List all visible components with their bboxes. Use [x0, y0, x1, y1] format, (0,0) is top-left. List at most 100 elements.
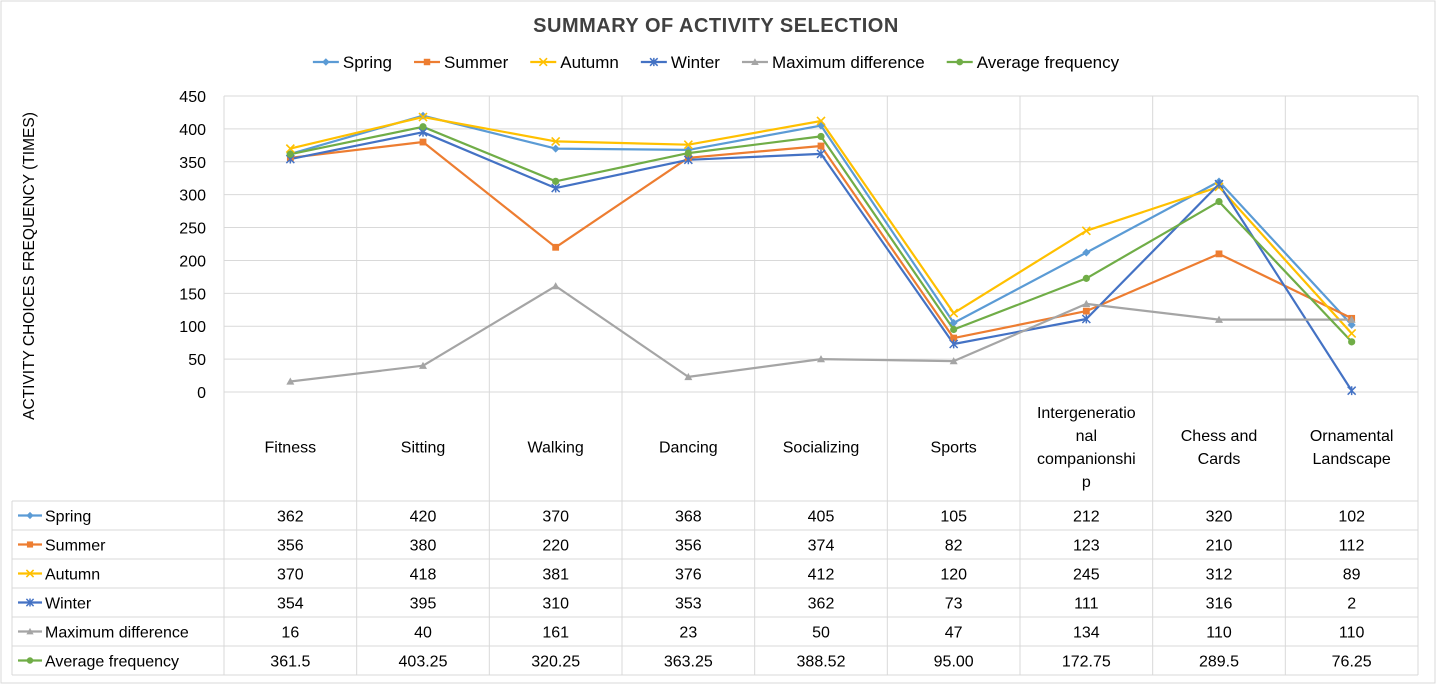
data-point-maximum-difference	[419, 361, 427, 369]
data-point-autumn	[1081, 226, 1091, 236]
data-point-average-frequency	[684, 149, 692, 157]
data-point-average-frequency	[419, 123, 427, 131]
data-point-autumn	[816, 116, 826, 126]
table-value-maximum-difference: 40	[414, 625, 432, 642]
data-point-winter	[816, 149, 826, 159]
category-label: Dancing	[659, 440, 718, 457]
table-value-autumn: 89	[1343, 567, 1361, 584]
data-point-maximum-difference	[684, 372, 693, 381]
table-key-marker-spring	[26, 511, 34, 520]
table-value-autumn: 245	[1073, 567, 1100, 584]
data-point-winter	[683, 155, 693, 165]
table-value-maximum-difference: 23	[679, 625, 697, 642]
category-label: Landscape	[1313, 451, 1391, 468]
table-value-average-frequency: 363.25	[664, 654, 713, 671]
legend-label-average-frequency: Average frequency	[977, 53, 1120, 72]
legend-key-marker-summer	[423, 58, 431, 66]
legend-label-spring: Spring	[343, 53, 392, 72]
data-point-spring	[1082, 248, 1091, 257]
table-value-summer: 356	[675, 538, 702, 555]
table-value-winter: 2	[1347, 596, 1356, 613]
table-value-autumn: 381	[542, 567, 569, 584]
legend: Spring Summer Autumn Winter Maximum differen…	[312, 53, 1120, 72]
legend-label-autumn: Autumn	[560, 53, 619, 72]
data-point-winter	[949, 339, 959, 349]
data-point-winter	[1347, 386, 1357, 396]
data-point-autumn	[1347, 328, 1357, 339]
data-point-maximum-difference	[1347, 315, 1356, 323]
data-point-summer	[419, 138, 427, 146]
legend-item-autumn: Autumn	[530, 53, 619, 72]
data-point-average-frequency	[1348, 338, 1356, 346]
table-value-average-frequency: 403.25	[399, 654, 448, 671]
category-label: Fitness	[265, 440, 317, 457]
data-point-average-frequency	[950, 325, 958, 334]
table-value-winter: 362	[808, 596, 835, 613]
data-point-spring	[419, 111, 427, 120]
y-tick-label: 350	[179, 155, 206, 172]
table-value-spring: 362	[277, 509, 304, 526]
legend-item-maximum-difference: Maximum difference	[741, 53, 925, 72]
table-value-autumn: 370	[277, 567, 304, 584]
legend-key-marker-autumn	[538, 57, 548, 67]
legend-key-marker-maximum-difference	[751, 58, 759, 66]
legend-key-marker-spring	[322, 58, 330, 66]
table-key-marker-summer	[26, 541, 34, 548]
table-value-winter: 310	[542, 596, 569, 613]
data-point-winter	[551, 183, 561, 193]
y-tick-label: 100	[179, 319, 206, 336]
table-value-average-frequency: 76.25	[1332, 654, 1372, 671]
y-tick-label: 0	[197, 385, 206, 402]
y-tick-label: 50	[188, 352, 206, 369]
y-tick-label: 300	[179, 188, 206, 205]
legend-label-maximum-difference: Maximum difference	[772, 53, 925, 72]
table-value-maximum-difference: 161	[542, 625, 569, 642]
y-tick-label: 400	[179, 122, 206, 139]
table-value-spring: 368	[675, 509, 702, 526]
table-value-spring: 102	[1338, 509, 1365, 526]
data-point-spring	[551, 144, 560, 153]
data-point-autumn	[285, 144, 295, 154]
data-point-maximum-difference	[949, 357, 958, 365]
category-label: Sitting	[401, 440, 445, 457]
table-value-spring: 420	[410, 509, 437, 526]
table-value-maximum-difference: 16	[281, 625, 299, 642]
table-value-summer: 82	[945, 538, 963, 555]
table-value-spring: 320	[1206, 509, 1233, 526]
data-point-average-frequency	[1215, 197, 1223, 206]
data-point-spring	[1347, 320, 1356, 329]
y-tick-label: 150	[179, 286, 206, 303]
table-value-winter: 354	[277, 596, 304, 613]
y-axis-ticks: 0 50 100 150 200 250 300 350 400 450	[179, 89, 206, 402]
data-point-autumn	[551, 136, 561, 146]
table-value-autumn: 418	[410, 567, 437, 584]
table-value-maximum-difference: 47	[945, 625, 963, 642]
table-series-name-average-frequency: Average frequency	[45, 654, 179, 671]
category-label: p	[1082, 474, 1091, 491]
table-value-average-frequency: 320.25	[531, 654, 580, 671]
table-value-winter: 353	[675, 596, 702, 613]
table-value-summer: 374	[808, 538, 835, 555]
table-value-average-frequency: 95.00	[934, 654, 974, 671]
category-labels: Fitness Sitting Walking Dancing Socializing S…	[265, 405, 1394, 491]
category-label: Sports	[931, 440, 977, 457]
legend-label-summer: Summer	[444, 53, 509, 72]
y-tick-label: 250	[179, 221, 206, 238]
legend-item-summer: Summer	[414, 53, 509, 72]
table-value-average-frequency: 388.52	[797, 654, 846, 671]
data-point-summer	[1082, 307, 1090, 315]
data-point-maximum-difference	[1082, 299, 1091, 308]
gridlines	[224, 95, 1418, 393]
category-label: Walking	[528, 440, 584, 457]
table-value-summer: 210	[1206, 538, 1233, 555]
data-point-winter	[1081, 314, 1091, 324]
legend-item-spring: Spring	[312, 53, 392, 72]
category-label: Intergeneratio	[1037, 405, 1136, 422]
table-value-summer: 220	[542, 538, 569, 555]
data-point-average-frequency	[817, 132, 825, 141]
table-series-name-maximum-difference: Maximum difference	[45, 625, 189, 642]
